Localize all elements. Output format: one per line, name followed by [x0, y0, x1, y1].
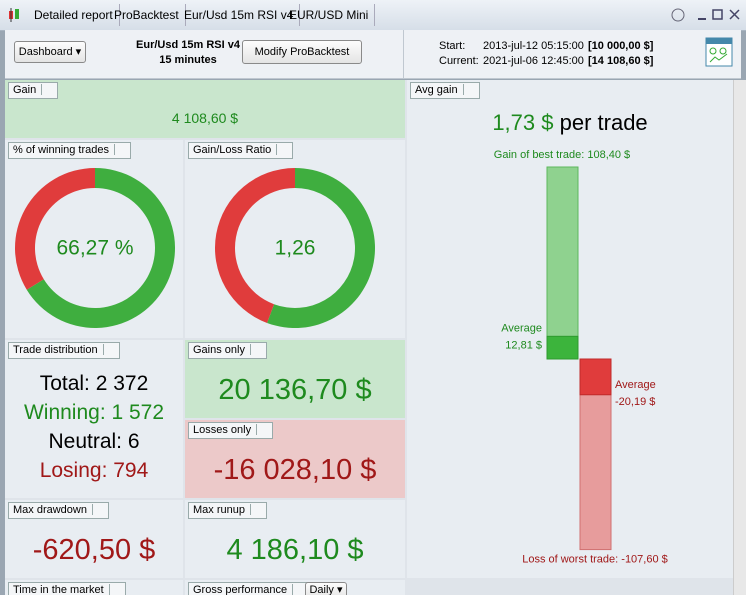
- panel-title: Trade distribution: [8, 342, 120, 359]
- panel-title: Time in the market: [8, 582, 126, 595]
- average-loss-label: Average: [615, 379, 656, 391]
- trade-bars: Gain of best trade: 108,40 $ Average 12,81…: [494, 149, 668, 566]
- donut-segment-loss: [15, 168, 95, 290]
- donut-label: 66,27 %: [56, 237, 133, 260]
- gains-panel: Gains only 20 136,70 $: [185, 340, 405, 418]
- avg-gain-panel: Avg gain 1,73 $ per trade Gain of best t…: [407, 80, 733, 578]
- best-trade-label-part: Gain of best trade:: [494, 149, 585, 161]
- title-text: Losses only: [193, 424, 252, 436]
- system-name: Eur/Usd 15m RSI v4: [136, 39, 240, 51]
- toolbar: Dashboard ▾ Eur/Usd 15m RSI v4 15 minute…: [5, 30, 741, 79]
- title-text: Trade distribution: [13, 344, 98, 356]
- title-text: Gain/Loss Ratio: [193, 144, 272, 156]
- average-loss-label-part: Average: [615, 379, 656, 391]
- title-text: Gross performance: [193, 584, 288, 595]
- avg-gain-value: 1,73 $: [492, 110, 554, 135]
- report-icon[interactable]: [705, 37, 735, 69]
- title-text: Max runup: [193, 504, 245, 516]
- worst-trade-label-part: -107,60 $: [621, 553, 667, 565]
- title-text: Avg gain: [415, 84, 458, 96]
- losses-panel: Losses only -16 028,10 $: [185, 420, 405, 498]
- title-text: Time in the market: [13, 584, 104, 595]
- avg-gain-unit: per trade: [559, 110, 648, 135]
- average-loss-value-part: -20,19 $: [615, 396, 655, 408]
- average-gain-label: Average: [501, 322, 542, 334]
- panel-title: Gross performance: [188, 582, 310, 595]
- panel-title: Avg gain: [410, 82, 480, 99]
- title-text: Max drawdown: [13, 504, 87, 516]
- period-dropdown[interactable]: Daily ▾: [305, 582, 347, 595]
- worst-trade-label: Loss of worst trade: -107,60 $: [522, 553, 668, 565]
- share-button[interactable]: [671, 8, 685, 22]
- worst-trade-label-part: Loss of worst trade:: [522, 553, 618, 565]
- donut: 1,26: [214, 168, 375, 328]
- winning-trades: Winning: 1 572: [23, 401, 165, 424]
- tab[interactable]: EUR/USD Mini: [283, 4, 376, 26]
- close-button[interactable]: [729, 9, 740, 20]
- start-capital: [10 000,00 $]: [588, 40, 654, 52]
- gain-panel: Gain 4 108,60 $: [5, 80, 405, 138]
- current-capital: [14 108,60 $]: [588, 55, 654, 67]
- donut-segment-loss: [214, 168, 295, 323]
- gain-value: 4 108,60 $: [171, 110, 239, 126]
- winning-panel: % of winning trades 66,27 %: [5, 140, 183, 338]
- current-date: 2021-jul-06 12:45:00: [483, 55, 584, 67]
- average-gain-bar: [546, 335, 579, 360]
- ratio-panel: Gain/Loss Ratio 1,26: [185, 140, 405, 338]
- gains-value: 20 136,70 $: [218, 374, 372, 406]
- dashboard-dropdown[interactable]: Dashboard ▾: [14, 41, 86, 63]
- drawdown-panel: Max drawdown -620,50 $: [5, 500, 183, 578]
- dashboard: Gain 4 108,60 $ % of winning trades 66,2…: [5, 80, 733, 595]
- panel-title: Max runup: [188, 502, 267, 519]
- best-trade-label: Gain of best trade: 108,40 $: [494, 149, 630, 161]
- losing-trades: Losing: 794: [39, 459, 149, 482]
- tab[interactable]: Detailed report: [28, 4, 120, 26]
- runup-panel: Max runup 4 186,10 $: [185, 500, 405, 578]
- average-gain-label-part: Average: [501, 322, 542, 334]
- donut: 66,27 %: [15, 168, 176, 328]
- current-label: Current:: [439, 55, 479, 67]
- modify-button[interactable]: Modify ProBacktest: [242, 40, 362, 64]
- scrollbar[interactable]: [733, 80, 746, 595]
- drawdown-value: -620,50 $: [32, 534, 156, 566]
- title-text: Gain: [13, 84, 37, 96]
- dropdown-label: Dashboard: [18, 46, 73, 58]
- start-date: 2013-jul-12 05:15:00: [483, 40, 584, 52]
- avg-gain-headline: 1,73 $ per trade: [407, 110, 733, 136]
- divider: [403, 30, 404, 78]
- best-trade-bar: [546, 166, 579, 360]
- panel-title: Gains only: [188, 342, 267, 359]
- runup-value: 4 186,10 $: [226, 534, 364, 566]
- panel-title: Losses only: [188, 422, 274, 439]
- title-text: % of winning trades: [13, 144, 109, 156]
- average-loss-value: -20,19 $: [615, 396, 655, 408]
- panel-title: Max drawdown: [8, 502, 109, 519]
- neutral-trades: Neutral: 6: [48, 430, 140, 453]
- tab-bar: Detailed report ProBacktest Eur/Usd 15m …: [0, 0, 746, 31]
- average-gain-value-part: 12,81 $: [505, 339, 542, 351]
- panel-title: Gain/Loss Ratio: [188, 142, 294, 159]
- title-text: Gains only: [193, 344, 245, 356]
- best-trade-label-part: 108,40 $: [587, 149, 630, 161]
- dropdown-label: Daily: [309, 584, 334, 595]
- gross-panel: Gross performance Daily ▾: [185, 580, 405, 595]
- time-panel: Time in the market: [5, 580, 183, 595]
- app-icon: [9, 8, 19, 22]
- panel-title: Gain: [8, 82, 59, 99]
- donut-label: 1,26: [275, 237, 316, 260]
- panel-title: % of winning trades: [8, 142, 131, 159]
- distribution-panel: Trade distribution Total: 2 372 Winning:…: [5, 340, 183, 498]
- maximize-button[interactable]: [712, 9, 723, 20]
- average-loss-bar: [579, 358, 612, 396]
- donut-segment-gain: [267, 168, 375, 328]
- start-label: Start:: [439, 40, 466, 52]
- losses-value: -16 028,10 $: [213, 454, 377, 486]
- timeframe: 15 minutes: [159, 54, 217, 66]
- total-trades: Total: 2 372: [39, 372, 149, 395]
- average-gain-value: 12,81 $: [505, 339, 542, 351]
- window-controls: [671, 8, 740, 22]
- tab[interactable]: ProBacktest: [108, 4, 186, 26]
- tab[interactable]: Eur/Usd 15m RSI v4: [178, 4, 301, 26]
